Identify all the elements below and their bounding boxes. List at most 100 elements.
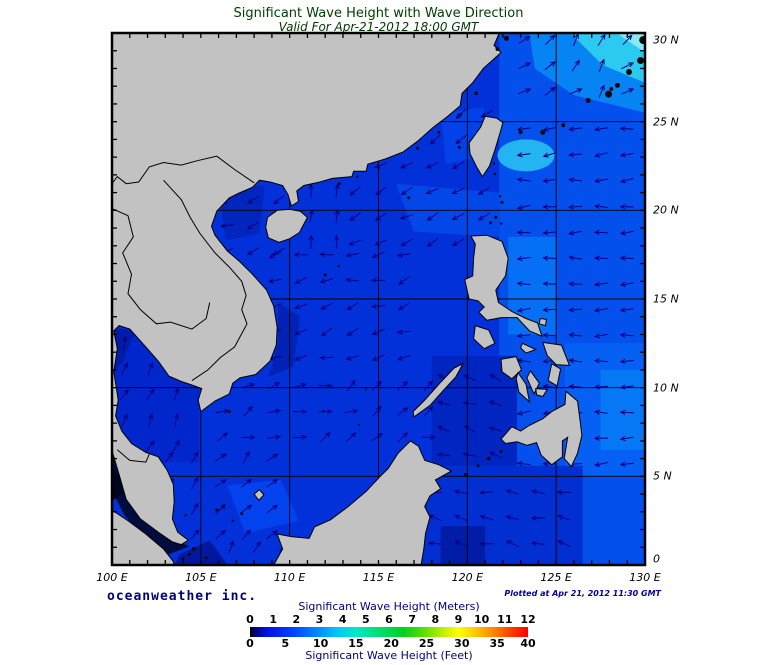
island-dot <box>365 388 368 391</box>
lon-label-105E: 105 E <box>185 571 217 584</box>
wave-arrow <box>148 413 154 427</box>
wave-arrow <box>267 408 282 414</box>
island-dot <box>437 130 441 134</box>
island-dot <box>191 547 196 552</box>
wave-shade-patch <box>268 302 301 377</box>
wave-arrow <box>619 126 634 132</box>
wave-arrow <box>318 383 333 389</box>
wave-arrow <box>571 59 580 72</box>
island-dot <box>222 506 226 509</box>
wave-arrow <box>489 374 502 382</box>
wave-arrow <box>516 332 531 339</box>
wave-arrow <box>348 239 362 246</box>
wave-shade-patch <box>508 236 557 335</box>
island-dot <box>231 519 235 522</box>
colorbar-feet-label: Significant Wave Height (Feet) <box>305 649 473 662</box>
lon-label-130E: 130 E <box>629 571 661 584</box>
wave-arrow <box>619 435 634 442</box>
wave-arrow <box>216 432 228 442</box>
wave-arrow <box>426 212 439 221</box>
wave-arrow <box>621 62 635 70</box>
lon-label-110E: 110 E <box>273 571 306 584</box>
wave-arrow <box>308 234 314 249</box>
wave-arrow <box>542 230 557 236</box>
wave-arrow <box>568 307 583 313</box>
island-dot <box>639 36 645 45</box>
island-dot <box>518 130 523 135</box>
wave-arrow <box>397 407 409 416</box>
wave-arrow <box>516 152 531 158</box>
wave-arrow <box>334 183 340 198</box>
wave-shade-patch <box>616 33 645 53</box>
map-layers <box>112 33 645 565</box>
wave-arrow <box>228 540 235 554</box>
landmass-panay <box>500 356 523 380</box>
wave-arrow <box>397 355 411 361</box>
island-dot <box>337 182 341 186</box>
wave-arrow <box>423 405 434 417</box>
wave-arrow <box>451 213 465 221</box>
wave-arrow <box>294 303 308 310</box>
wave-arrow <box>451 238 465 246</box>
wave-arrow <box>544 86 556 96</box>
wave-arrow <box>215 529 226 540</box>
wave-arrow <box>240 478 253 488</box>
wave-arrow <box>240 504 253 514</box>
lon-label-120E: 120 E <box>451 571 484 584</box>
island-dot <box>492 162 496 165</box>
wave-arrow <box>241 434 256 440</box>
wave-arrow <box>593 307 608 313</box>
landmass-taiwan <box>468 115 504 178</box>
landmass-catanduanes <box>538 317 547 327</box>
wave-arrow <box>241 529 252 541</box>
island-dot <box>637 56 645 64</box>
lon-label-100E: 100 E <box>96 571 128 584</box>
lat-label-20N: 20 N <box>653 203 679 217</box>
wave-arrow <box>593 203 608 210</box>
country-border <box>116 449 150 463</box>
wave-arrow <box>399 214 414 220</box>
island-dot <box>486 456 491 461</box>
wave-arrow <box>530 540 545 547</box>
meters-tick-4: 4 <box>338 613 347 626</box>
wave-arrow <box>593 178 608 184</box>
island-dot <box>493 172 497 176</box>
island-dot <box>626 69 633 76</box>
wave-arrow <box>294 328 308 336</box>
feet-tick-30: 30 <box>454 637 470 650</box>
wave-arrow <box>372 405 382 417</box>
wave-arrow <box>568 255 583 261</box>
feet-tick-5: 5 <box>281 637 290 650</box>
wave-arrow <box>542 307 557 313</box>
wave-arrow <box>477 186 490 195</box>
wave-arrow <box>371 380 383 391</box>
island-dot <box>488 221 492 225</box>
wave-arrow <box>557 540 571 547</box>
meters-tick-12: 12 <box>520 613 536 626</box>
wave-arrow <box>370 303 386 309</box>
wave-arrow <box>516 177 531 183</box>
wave-arrow <box>594 152 608 158</box>
wave-arrow <box>488 426 503 432</box>
wave-arrow <box>597 33 606 46</box>
landmass-borneo <box>273 440 453 565</box>
wave-arrow <box>246 195 259 204</box>
island-dot <box>614 82 620 88</box>
meters-tick-6: 6 <box>385 613 393 626</box>
wave-arrow <box>488 451 502 459</box>
wave-arrow <box>320 302 333 310</box>
wave-arrow <box>593 358 609 364</box>
wave-arrow <box>145 388 155 401</box>
wave-arrow <box>293 382 307 389</box>
wave-arrow <box>120 388 129 401</box>
wave-arrow <box>319 355 334 361</box>
wave-arrow <box>542 383 557 390</box>
wave-arrow <box>568 152 583 158</box>
wave-arrow <box>598 58 605 73</box>
wave-arrow <box>319 278 334 284</box>
wave-arrow <box>542 332 557 338</box>
wave-arrow <box>346 327 359 337</box>
wave-arrow <box>455 134 467 145</box>
wave-arrow <box>593 435 609 441</box>
meters-tick-3: 3 <box>315 613 324 626</box>
